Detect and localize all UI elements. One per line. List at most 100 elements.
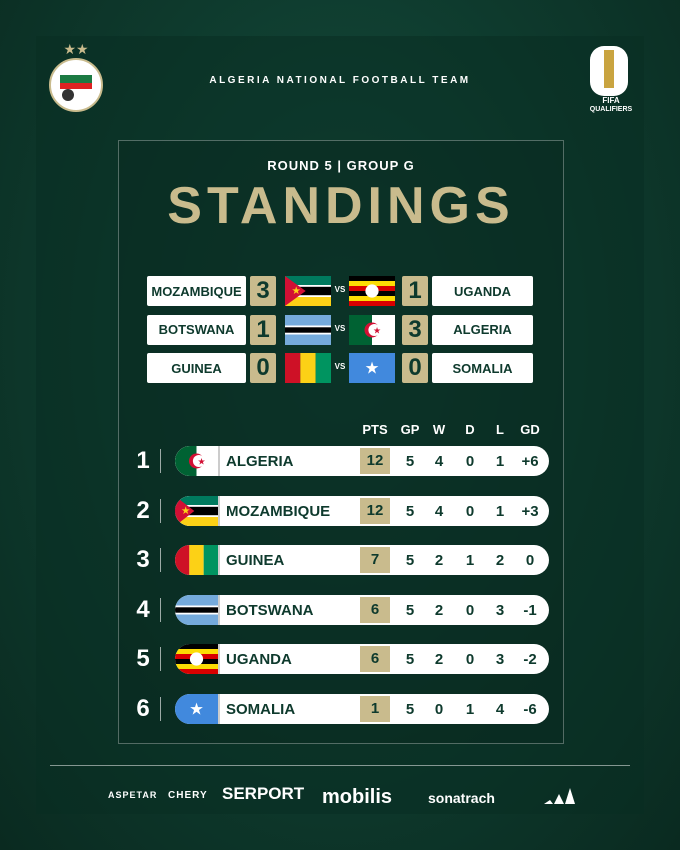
home-score: 0: [250, 353, 276, 383]
stat-pts: 12: [360, 448, 390, 474]
stat-gd: 0: [525, 552, 535, 570]
stat-d: 0: [465, 453, 475, 470]
divider: [160, 449, 161, 473]
column-header: L: [496, 422, 504, 437]
divider: [160, 597, 161, 622]
stat-w: 2: [434, 601, 444, 619]
rank: 2: [136, 496, 150, 524]
stat-pts: 12: [360, 497, 390, 524]
stat-d: 0: [465, 502, 475, 520]
stat-gd: +3: [521, 502, 539, 520]
stat-d: 1: [465, 552, 475, 570]
team-flag: [175, 594, 220, 625]
stat-w: 4: [434, 453, 444, 470]
home-score: 3: [250, 276, 276, 306]
stat-gp: 5: [405, 601, 415, 619]
home-flag: [285, 314, 331, 350]
stat-l: 1: [495, 453, 505, 470]
away-team: SOMALIA: [432, 353, 533, 383]
rank: 3: [136, 546, 150, 574]
stat-gd: -6: [523, 701, 537, 718]
divider: [160, 647, 161, 672]
stat-gp: 5: [405, 453, 415, 470]
team-name: BOTSWANA: [226, 601, 314, 619]
stat-l: 1: [495, 502, 505, 520]
stat-l: 3: [495, 601, 505, 619]
sponsor: ASPETAR: [108, 790, 158, 800]
column-header: PTS: [362, 422, 388, 437]
stat-gd: -1: [523, 601, 537, 619]
panel: [118, 140, 564, 744]
stat-gp: 5: [405, 552, 415, 570]
home-score: 1: [250, 314, 276, 345]
stat-w: 2: [434, 552, 444, 570]
team-name: MOZAMBIQUE: [226, 502, 331, 520]
qualifiers-text: QUALIFIERS: [589, 106, 633, 113]
rank: 1: [136, 447, 150, 474]
stat-pts: 6: [360, 596, 390, 623]
away-team: ALGERIA: [432, 314, 533, 345]
home-flag: ★: [285, 276, 331, 311]
column-header: GD: [520, 422, 540, 437]
stat-d: 1: [465, 701, 475, 718]
column-header: W: [432, 422, 446, 437]
svg-text:★: ★: [198, 457, 206, 467]
away-score: 3: [402, 314, 428, 345]
home-team: BOTSWANA: [147, 314, 246, 345]
svg-text:★: ★: [189, 700, 204, 718]
column-header: GP: [400, 422, 420, 437]
stat-gp: 5: [405, 651, 415, 669]
team-name: UGANDA: [226, 651, 292, 669]
away-flag: ★: [349, 314, 395, 350]
team-flag: [175, 545, 220, 576]
stat-pts: 7: [360, 547, 390, 574]
team-name: SOMALIA: [226, 701, 296, 718]
home-team: GUINEA: [147, 353, 246, 383]
sponsor: mobilis: [322, 786, 393, 808]
wc-logo: [590, 46, 628, 96]
faf-badge: ★★: [49, 41, 103, 112]
team-name: GUINEA: [226, 552, 285, 570]
vs: VS: [334, 362, 346, 371]
stat-l: 3: [495, 651, 505, 669]
divider: [160, 498, 161, 523]
team-flag: ★: [175, 446, 220, 476]
stat-gd: -2: [523, 651, 537, 669]
team-flag: ★: [175, 694, 220, 724]
svg-text:★: ★: [373, 325, 381, 335]
stat-l: 2: [495, 552, 505, 570]
rank: 5: [136, 645, 150, 673]
team-flag: [175, 644, 220, 675]
team-flag: ★: [175, 495, 220, 526]
footer-line: [50, 765, 630, 766]
sponsor: sonatrach: [428, 790, 495, 806]
column-header: D: [465, 422, 475, 437]
team-name: ALGERIA: [226, 453, 294, 470]
stat-pts: 1: [360, 696, 390, 722]
vs: VS: [334, 323, 346, 333]
stat-gd: +6: [521, 453, 539, 470]
sponsor: CHERY: [168, 790, 208, 801]
svg-text:★: ★: [291, 285, 301, 297]
stat-d: 0: [465, 601, 475, 619]
divider: [160, 548, 161, 573]
adidas-logo: [542, 786, 576, 811]
rank: 4: [136, 595, 150, 623]
rank: 6: [136, 695, 150, 722]
stat-w: 0: [434, 701, 444, 718]
away-flag: ★: [349, 353, 395, 388]
svg-text:★: ★: [365, 359, 380, 377]
fifa-text: FIFA: [602, 96, 620, 105]
stat-l: 4: [495, 701, 505, 718]
home-flag: [285, 353, 331, 388]
home-team: MOZAMBIQUE: [147, 276, 246, 306]
divider: [160, 697, 161, 721]
subtitle: ROUND 5 | GROUP G: [267, 158, 415, 173]
title: STANDINGS: [167, 177, 515, 235]
vs: VS: [334, 285, 346, 294]
stat-w: 4: [434, 502, 444, 520]
away-flag: [349, 276, 395, 311]
stat-gp: 5: [405, 701, 415, 718]
stat-gp: 5: [405, 502, 415, 520]
